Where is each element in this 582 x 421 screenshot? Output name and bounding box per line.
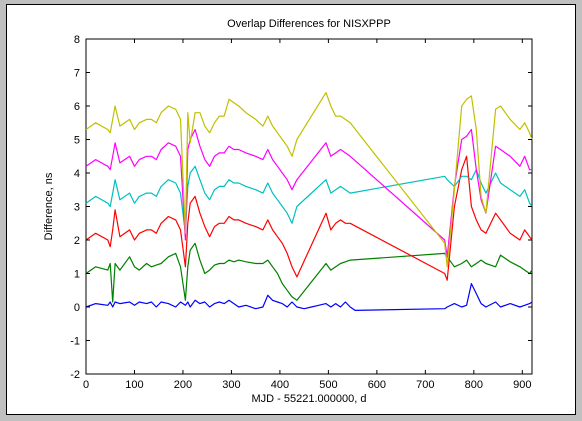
y-tick-label: 0 [74, 302, 80, 314]
y-axis-label: Difference, ns [43, 172, 55, 240]
x-tick-label: 0 [83, 379, 89, 391]
series-line-6 [85, 91, 533, 268]
y-tick-label: 3 [74, 202, 80, 214]
series-line-3 [85, 155, 533, 281]
y-tick-label: -1 [70, 336, 80, 348]
plot-area [85, 38, 533, 375]
series-line-1 [85, 283, 533, 311]
line-chart: 0 100 200 300 400 500 600 700 800 900 -2 -1 0 1 2 3 4 5 6 7… [43, 18, 533, 405]
x-tick-label: 400 [271, 379, 289, 391]
chart-title: Overlap Differences for NISXPPP [227, 18, 391, 30]
x-tick-label: 300 [222, 379, 240, 391]
y-tick-label: 1 [74, 269, 80, 281]
x-tick-label: 900 [513, 379, 531, 391]
x-tick-label: 600 [368, 379, 386, 391]
y-tick-label: 8 [74, 34, 80, 46]
x-axis-label: MJD - 55221.000000, d [252, 393, 367, 405]
series-line-5 [85, 128, 532, 258]
series-line-2 [85, 242, 533, 303]
figure-canvas: 0 100 200 300 400 500 600 700 800 900 -2 -1 0 1 2 3 4 5 6 7… [6, 4, 576, 415]
y-tick-label: 2 [74, 235, 80, 247]
x-tick-label: 200 [174, 379, 192, 391]
y-tick-label: 7 [74, 68, 80, 80]
x-tick-label: 800 [465, 379, 483, 391]
x-tick-label: 700 [416, 379, 434, 391]
y-tick-label: -2 [70, 369, 80, 381]
y-tick-label: 5 [74, 135, 80, 147]
y-tick-label: 4 [74, 168, 80, 180]
x-tick-label: 100 [125, 379, 143, 391]
x-tick-label: 500 [319, 379, 337, 391]
series-line-4 [85, 165, 533, 234]
y-tick-label: 6 [74, 101, 80, 113]
